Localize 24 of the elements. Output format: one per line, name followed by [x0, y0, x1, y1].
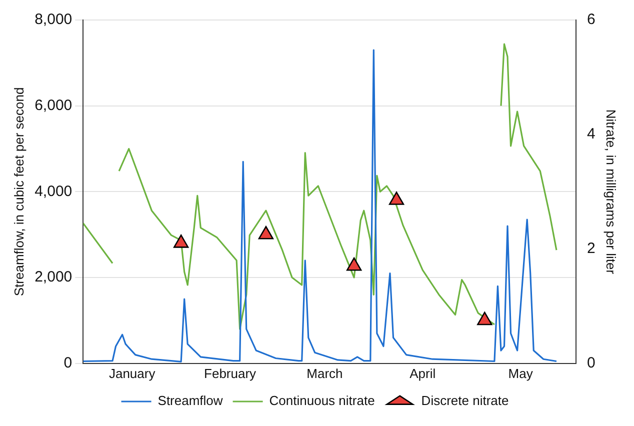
y2-tick-label: 4: [587, 126, 596, 143]
y2-tick-label: 0: [587, 354, 596, 372]
x-tick-label: April: [410, 366, 436, 381]
y2-tick-label: 2: [587, 240, 596, 258]
y-axis-title: Streamflow, in cubic feet per second: [11, 87, 26, 296]
y2-tick-label: 6: [587, 11, 596, 28]
y2-axis-title: Nitrate, in milligrams per liter: [604, 109, 619, 275]
legend-label: Discrete nitrate: [421, 393, 509, 408]
y-tick-label: 0: [64, 354, 72, 372]
x-tick-label: March: [306, 366, 343, 381]
legend-label: Continuous nitrate: [269, 393, 375, 408]
y-tick-label: 8,000: [34, 11, 72, 28]
point: [258, 226, 274, 240]
point: [388, 192, 404, 205]
point: [346, 257, 362, 271]
y-tick-label: 6,000: [34, 96, 72, 114]
point: [477, 312, 492, 326]
x-tick-label: May: [508, 366, 534, 381]
point: [173, 234, 189, 248]
y-tick-label: 2,000: [34, 268, 72, 286]
y-tick-label: 4,000: [34, 182, 72, 200]
legend-label: Streamflow: [158, 393, 224, 408]
x-tick-label: February: [204, 366, 257, 381]
x-tick-label: January: [108, 366, 156, 381]
